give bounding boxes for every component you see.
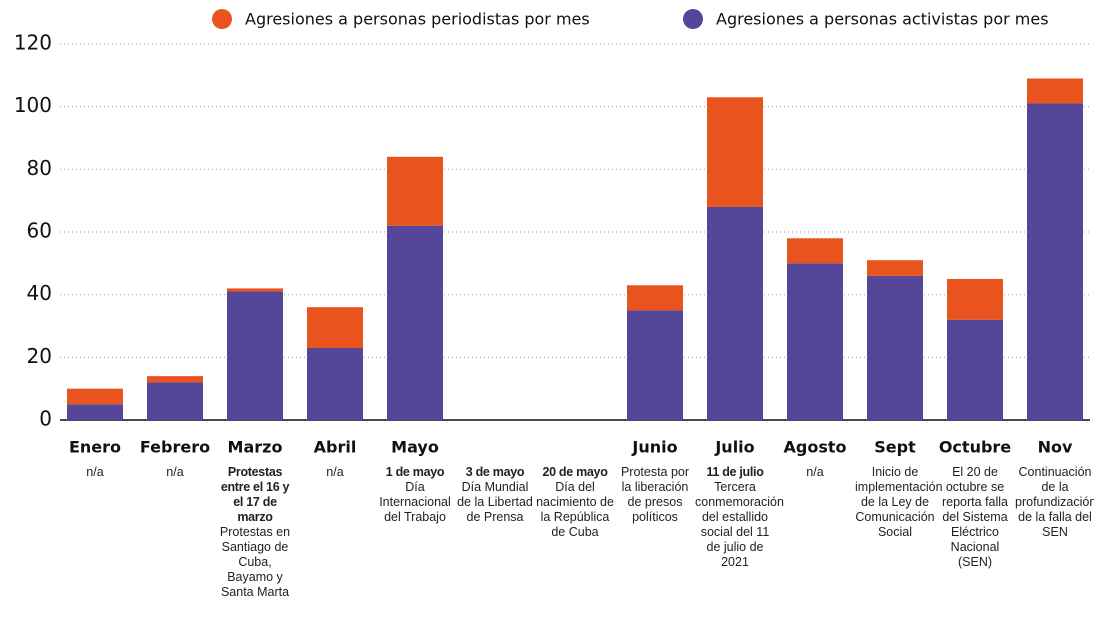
annotation: Inicio de implementación de la Ley de Co… bbox=[855, 465, 943, 540]
annotation-text: Protestas en Santiago de Cuba, Bayamo y … bbox=[219, 525, 291, 599]
x-tick-label: Abril bbox=[314, 438, 357, 457]
bar-segment bbox=[1027, 78, 1083, 104]
annotation: El 20 de octubre se reporta falla del Si… bbox=[935, 465, 1015, 570]
bar-segment bbox=[787, 263, 843, 420]
legend-label: Agresiones a personas activistas por mes bbox=[716, 10, 1049, 29]
annotation-text: n/a bbox=[86, 465, 104, 479]
bar-segment bbox=[227, 291, 283, 420]
bar-segment bbox=[707, 97, 763, 207]
bar-segment bbox=[387, 156, 443, 226]
annotation: Continuación de la profundización de la … bbox=[1015, 465, 1094, 540]
bar-segment bbox=[67, 388, 123, 405]
annotation-text: El 20 de octubre se reporta falla del Si… bbox=[941, 465, 1008, 569]
x-tick-label: Nov bbox=[1038, 438, 1073, 457]
legend-label: Agresiones a personas periodistas por me… bbox=[245, 10, 590, 29]
x-tick-label: Marzo bbox=[228, 438, 283, 457]
bar-segment bbox=[867, 260, 923, 276]
annotation-text: Protesta por la liberación de presos pol… bbox=[620, 465, 690, 524]
annotation-text: Día Internacional del Trabajo bbox=[379, 480, 451, 524]
annotation: 3 de mayo Día Mundial de la Libertad de P… bbox=[455, 465, 535, 525]
annotation-title: 11 de julio bbox=[706, 465, 764, 479]
bar-segment bbox=[307, 307, 363, 348]
annotation: Protesta por la liberación de presos pol… bbox=[615, 465, 695, 525]
legend-swatch bbox=[212, 9, 232, 29]
annotation-title: 20 de mayo bbox=[542, 465, 608, 479]
annotation: n/a bbox=[135, 465, 215, 480]
annotation-title: Protestas entre el 16 y el 17 de marzo bbox=[220, 465, 290, 524]
x-tick-label: Junio bbox=[631, 438, 677, 457]
bar-segment bbox=[387, 225, 443, 420]
bar-segment bbox=[947, 279, 1003, 320]
y-tick-label: 100 bbox=[14, 93, 52, 117]
annotation-title: 1 de mayo bbox=[385, 465, 445, 479]
bar-segment bbox=[67, 404, 123, 420]
y-tick-label: 120 bbox=[14, 31, 52, 55]
annotation-text: Inicio de implementación de la Ley de Co… bbox=[855, 465, 943, 539]
x-tick-label: Julio bbox=[714, 438, 754, 457]
y-tick-label: 80 bbox=[27, 156, 52, 180]
bar-segment bbox=[1027, 103, 1083, 421]
y-tick-label: 20 bbox=[27, 344, 52, 368]
x-tick-label: Sept bbox=[874, 438, 916, 457]
x-tick-label: Febrero bbox=[140, 438, 210, 457]
annotation-text: n/a bbox=[166, 465, 184, 479]
x-tick-label: Mayo bbox=[391, 438, 439, 457]
bar-segment bbox=[227, 288, 283, 292]
y-tick-label: 0 bbox=[39, 407, 52, 431]
annotation: n/a bbox=[775, 465, 855, 480]
annotation: 20 de mayo Día del nacimiento de la Repúb… bbox=[535, 465, 615, 540]
y-tick-label: 60 bbox=[27, 219, 52, 243]
annotation: 1 de mayo Día Internacional del Trabajo bbox=[375, 465, 455, 525]
x-tick-label: Enero bbox=[69, 438, 121, 457]
annotation: 11 de julio Tercera conmemoración del est… bbox=[695, 465, 784, 570]
x-tick-label: Octubre bbox=[939, 438, 1011, 457]
bar-segment bbox=[707, 206, 763, 420]
annotation-text: Día Mundial de la Libertad de Prensa bbox=[457, 480, 533, 524]
annotation-text: Día del nacimiento de la República de Cu… bbox=[536, 480, 614, 539]
bar-segment bbox=[947, 319, 1003, 420]
bar-segment bbox=[867, 275, 923, 420]
x-tick-label: Agosto bbox=[784, 438, 847, 457]
annotation-text: n/a bbox=[806, 465, 824, 479]
bar-segment bbox=[147, 376, 203, 383]
annotation: n/a bbox=[55, 465, 135, 480]
bar-segment bbox=[307, 347, 363, 420]
y-tick-label: 40 bbox=[27, 281, 52, 305]
bar-segment bbox=[627, 285, 683, 311]
bar-segment bbox=[627, 310, 683, 420]
annotation: n/a bbox=[295, 465, 375, 480]
annotation-title: 3 de mayo bbox=[465, 465, 525, 479]
bar-segment bbox=[147, 382, 203, 420]
annotation: Protestas entre el 16 y el 17 de marzo Pr… bbox=[215, 465, 295, 600]
bar-segment bbox=[787, 238, 843, 264]
annotation-text: Tercera conmemoración del estallido soci… bbox=[695, 480, 784, 569]
legend-swatch bbox=[683, 9, 703, 29]
annotation-text: Continuación de la profundización de la … bbox=[1015, 465, 1094, 539]
annotation-text: n/a bbox=[326, 465, 344, 479]
